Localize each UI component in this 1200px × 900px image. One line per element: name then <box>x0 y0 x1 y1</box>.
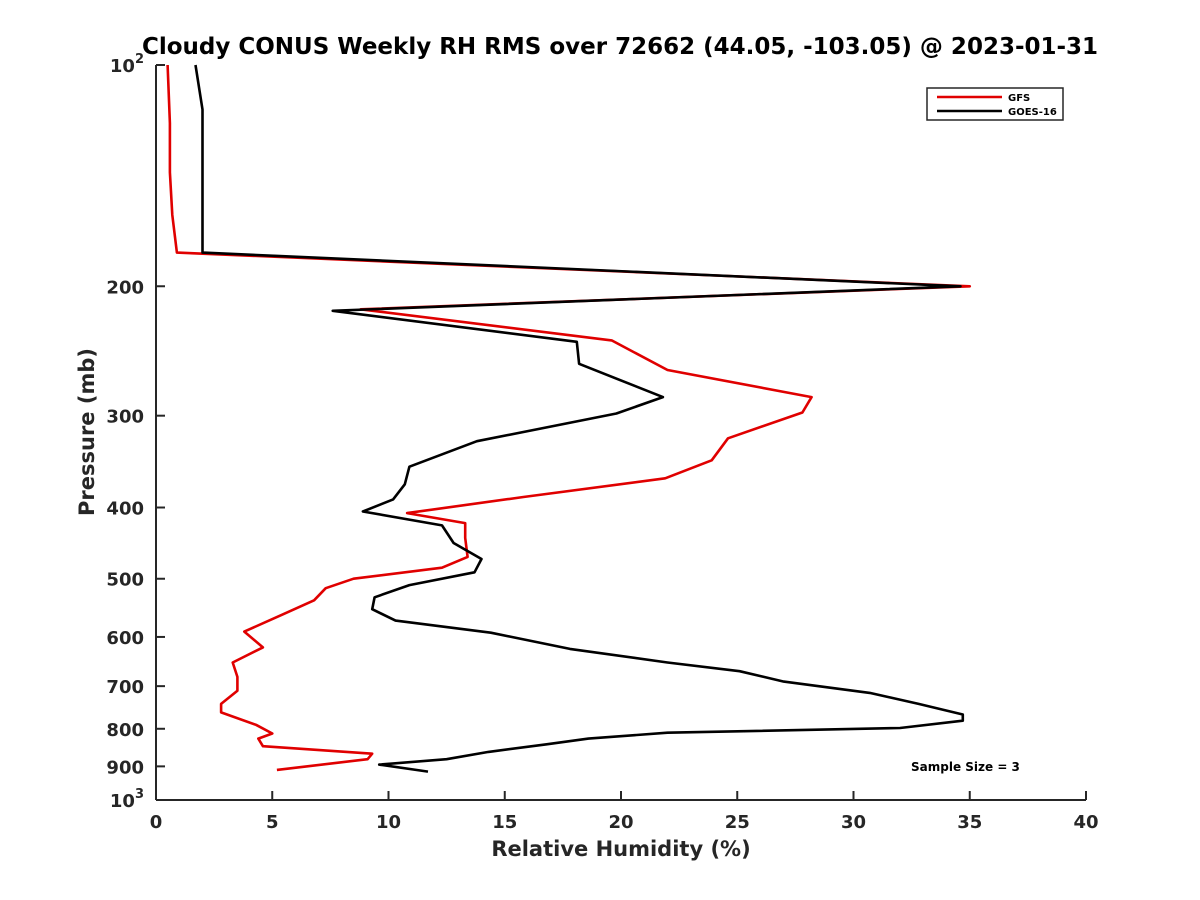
x-tick-group: 0 5 10 15 20 25 30 35 40 <box>150 791 1099 833</box>
x-tick-label: 20 <box>608 812 633 833</box>
legend: GFS GOES-16 <box>926 87 1064 121</box>
x-tick-label: 40 <box>1073 812 1098 833</box>
y-tick-exponent: 3 <box>135 787 144 802</box>
y-tick-label: 102 <box>110 52 144 77</box>
x-tick-label: 10 <box>376 812 401 833</box>
series-line-gfs <box>166 64 972 772</box>
y-tick-label: 200 <box>106 277 144 298</box>
y-tick-label: 103 <box>110 787 144 812</box>
legend-label-goes16: GOES-16 <box>1008 107 1057 118</box>
sample-size-annotation: Sample Size = 3 <box>911 760 1020 774</box>
x-tick-label: 35 <box>957 812 982 833</box>
series-line-goes16 <box>194 64 965 773</box>
y-tick-label: 400 <box>106 499 144 520</box>
y-axis-label: Pressure (mb) <box>75 348 99 516</box>
chart-title: Cloudy CONUS Weekly RH RMS over 72662 (4… <box>142 34 1098 60</box>
x-axis-label: Relative Humidity (%) <box>491 837 750 861</box>
x-tick-label: 0 <box>150 812 163 833</box>
y-tick-label: 900 <box>106 757 144 778</box>
x-tick-label: 25 <box>725 812 750 833</box>
y-tick-exponent: 2 <box>135 52 144 67</box>
plot-area: 0 5 10 15 20 25 30 35 40 10220030040050060070080… <box>106 52 1098 833</box>
x-tick-label: 15 <box>492 812 517 833</box>
y-tick-base: 10 <box>110 791 135 812</box>
y-tick-base: 10 <box>110 56 135 77</box>
y-tick-label: 700 <box>106 677 144 698</box>
series-layer <box>166 64 972 773</box>
x-tick-label: 5 <box>266 812 279 833</box>
legend-box <box>926 87 1064 121</box>
y-tick-label: 500 <box>106 570 144 591</box>
y-tick-label: 300 <box>106 407 144 428</box>
x-tick-label: 30 <box>841 812 866 833</box>
legend-label-gfs: GFS <box>1008 93 1030 104</box>
y-tick-label: 800 <box>106 720 144 741</box>
y-tick-label: 600 <box>106 628 144 649</box>
